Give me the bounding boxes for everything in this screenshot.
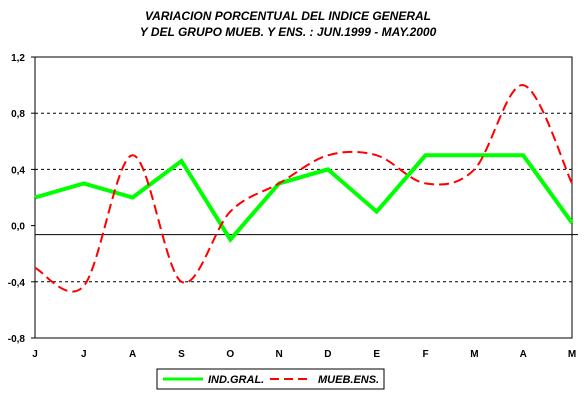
series-line-mueb-ens [34,84,573,293]
x-tick-label: E [373,349,380,360]
x-tick-label: A [129,349,136,360]
x-tick-label: A [520,349,527,360]
x-tick-label: N [275,349,282,360]
plot-border [34,56,573,339]
series-line-ind-gral [34,153,574,243]
legend-label-mueb-ens: MUEB.ENS. [318,374,379,386]
x-tick-label: O [226,349,234,360]
legend: IND.GRAL. MUEB.ENS. [156,368,385,390]
x-tick-label: S [178,349,185,360]
y-tick-label: 0,0 [11,222,25,233]
x-tick-label: F [422,349,428,360]
y-tick-label: -0,4 [8,278,26,289]
chart-title-line-2: Y DEL GRUPO MUEB. Y ENS. : JUN.1999 - MA… [140,25,437,39]
plot-area: -0,8 -0,4 0,0 0,4 0,8 1,2 J J A S O N D E F M A M [8,53,578,360]
x-tick-label: J [32,349,38,360]
legend-label-ind-gral: IND.GRAL. [208,374,264,386]
chart-title-line-1: VARIACION PORCENTUAL DEL INDICE GENERAL [145,9,431,23]
x-tick-label: J [81,349,87,360]
x-tick-label: D [324,349,331,360]
y-tick-label: -0,8 [8,334,26,345]
y-tick-label: 0,4 [11,165,25,176]
y-tick-label: 0,8 [11,109,25,120]
y-tick-label: 1,2 [11,53,25,64]
x-tick-label: M [568,349,576,360]
x-tick-label: M [470,349,478,360]
